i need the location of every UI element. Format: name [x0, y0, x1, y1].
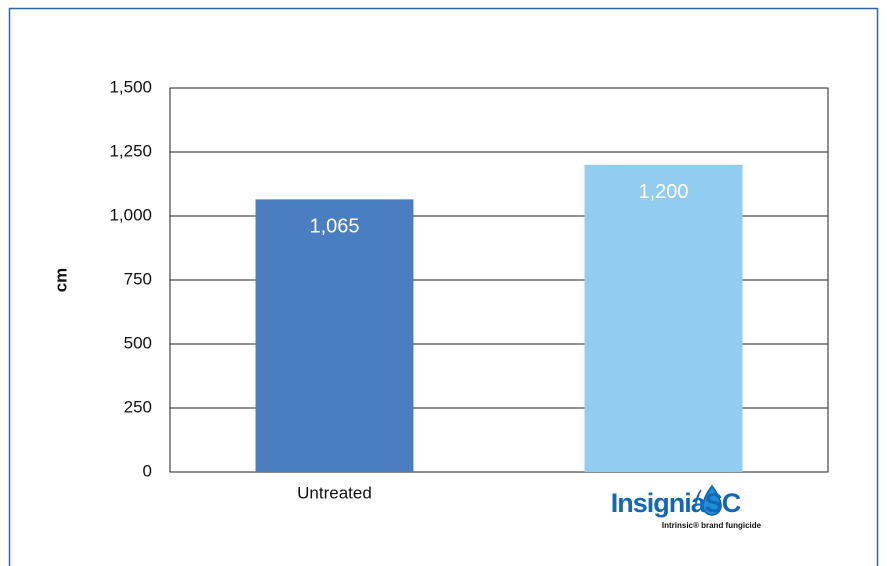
y-tick-label: 250: [124, 397, 152, 416]
y-tick-label: 500: [124, 333, 152, 352]
y-tick-label: 1,000: [109, 205, 152, 224]
y-tick-label: 1,250: [109, 141, 152, 160]
y-tick-label: 1,500: [109, 77, 152, 96]
x-tick-label: Untreated: [297, 483, 372, 502]
bar: [584, 164, 743, 473]
data-label: 1,200: [638, 181, 688, 203]
x-tick-label: InsigniaSC: [611, 488, 741, 518]
frame: [8, 7, 879, 566]
bar: [255, 199, 414, 473]
y-axis-label: cm: [51, 268, 70, 293]
data-label: 1,065: [309, 216, 359, 238]
y-tick-label: 750: [124, 269, 152, 288]
y-tick-label: 0: [143, 461, 152, 480]
logo-tagline: Intrinsic® brand fungicide: [662, 521, 762, 530]
logo-drop: [695, 484, 722, 516]
plot-border: [169, 87, 829, 473]
